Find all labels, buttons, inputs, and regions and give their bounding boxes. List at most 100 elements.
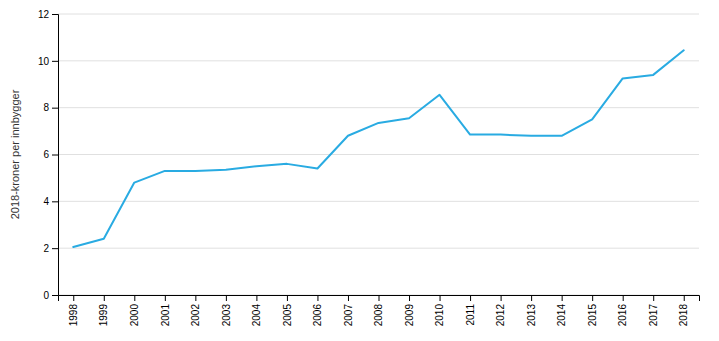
x-tick-mark bbox=[104, 295, 105, 301]
x-tick: 2005 bbox=[282, 295, 293, 326]
y-tick-label: 4 bbox=[43, 196, 49, 207]
x-tick-label: 2007 bbox=[343, 304, 354, 327]
x-tick-label: 2010 bbox=[434, 304, 445, 327]
y-tick: 10 bbox=[38, 56, 58, 67]
y-tick: 8 bbox=[43, 102, 58, 113]
y-tick: 0 bbox=[43, 290, 58, 301]
x-tick-label: 2002 bbox=[190, 304, 201, 327]
x-tick: 2013 bbox=[526, 295, 537, 326]
y-axis-title: 2018-kroner per innbygger bbox=[9, 89, 21, 219]
x-tick-label: 2009 bbox=[404, 304, 415, 327]
y-tick: 12 bbox=[38, 9, 58, 20]
y-tick-mark bbox=[52, 248, 58, 249]
x-tick-label: 2017 bbox=[648, 304, 659, 327]
x-tick-label: 2015 bbox=[587, 304, 598, 327]
x-tick: 2009 bbox=[404, 295, 415, 326]
y-tick: 2 bbox=[43, 243, 58, 254]
y-tick-label: 0 bbox=[43, 290, 49, 301]
y-tick-label: 6 bbox=[43, 149, 49, 160]
y-tick: 6 bbox=[43, 149, 58, 160]
line bbox=[73, 50, 683, 247]
x-tick-label: 1998 bbox=[68, 304, 79, 327]
x-tick-mark bbox=[134, 295, 135, 301]
y-tick-label: 12 bbox=[38, 9, 50, 20]
x-tick: 2006 bbox=[312, 295, 323, 326]
x-tick-label: 2018 bbox=[678, 304, 689, 327]
x-tick-mark bbox=[501, 295, 502, 301]
x-tick: 2015 bbox=[587, 295, 598, 326]
x-tick-mark bbox=[287, 295, 288, 301]
x-tick: 2010 bbox=[434, 295, 445, 326]
y-axis-line bbox=[52, 15, 59, 296]
x-tick-mark bbox=[165, 295, 166, 301]
y-tick-mark bbox=[52, 108, 58, 109]
y-axis: 0 2 4 6 8 10 12 bbox=[38, 9, 59, 301]
x-tick-label: 2016 bbox=[617, 304, 628, 327]
x-tick-label: 2000 bbox=[129, 304, 140, 327]
y-tick-label: 8 bbox=[43, 102, 49, 113]
x-axis: 1998 1999 2000 2001 2002 2003 2004 2005 2006 2007… bbox=[59, 295, 700, 326]
grid-line bbox=[58, 60, 699, 61]
x-tick: 2012 bbox=[495, 295, 506, 326]
x-tick-mark bbox=[653, 295, 654, 301]
y-tick-mark bbox=[52, 155, 58, 156]
y-tick: 4 bbox=[43, 196, 58, 207]
x-tick-mark bbox=[531, 295, 532, 301]
x-tick: 2000 bbox=[129, 295, 140, 326]
x-tick-mark bbox=[379, 295, 380, 301]
grid-line bbox=[58, 107, 699, 108]
grid-line bbox=[58, 248, 699, 249]
x-tick-mark bbox=[73, 295, 74, 301]
x-tick-label: 2014 bbox=[556, 304, 567, 327]
x-tick: 2001 bbox=[160, 295, 171, 326]
x-tick: 2004 bbox=[251, 295, 262, 326]
x-tick-label: 1999 bbox=[98, 304, 109, 327]
x-tick: 2011 bbox=[465, 295, 476, 326]
y-tick-mark bbox=[52, 295, 58, 296]
x-tick-label: 2013 bbox=[526, 304, 537, 327]
x-tick: 2016 bbox=[617, 295, 628, 326]
y-tick-mark bbox=[52, 14, 58, 15]
grid-line bbox=[58, 201, 699, 202]
grid-line bbox=[58, 14, 699, 15]
x-tick-mark bbox=[470, 295, 471, 301]
x-tick-label: 2003 bbox=[221, 304, 232, 327]
x-tick: 2002 bbox=[190, 295, 201, 326]
x-tick: 2008 bbox=[373, 295, 384, 326]
x-tick: 2017 bbox=[648, 295, 659, 326]
x-tick: 2018 bbox=[678, 295, 689, 326]
x-tick: 1998 bbox=[68, 295, 79, 326]
x-tick-mark bbox=[195, 295, 196, 301]
y-tick-mark bbox=[52, 61, 58, 62]
x-tick-label: 2005 bbox=[282, 304, 293, 327]
grid bbox=[58, 14, 699, 295]
y-tick-label: 10 bbox=[38, 56, 50, 67]
chart: 0 2 4 6 8 10 12 1998 1999 2000 2001 2002 2003 2004 200… bbox=[0, 0, 719, 341]
x-tick-mark bbox=[226, 295, 227, 301]
x-tick-mark bbox=[317, 295, 318, 301]
x-tick-mark bbox=[623, 295, 624, 301]
series bbox=[73, 50, 683, 247]
x-axis-line bbox=[59, 296, 700, 302]
x-tick-mark bbox=[684, 295, 685, 301]
x-tick-label: 2011 bbox=[465, 304, 476, 326]
x-tick: 2014 bbox=[556, 295, 567, 326]
y-tick-label: 2 bbox=[43, 243, 49, 254]
x-tick-label: 2006 bbox=[312, 304, 323, 327]
x-tick-label: 2012 bbox=[495, 304, 506, 327]
x-tick-mark bbox=[592, 295, 593, 301]
grid-line bbox=[58, 154, 699, 155]
plot-area: 0 2 4 6 8 10 12 1998 1999 2000 2001 2002 2003 2004 200… bbox=[38, 9, 700, 327]
x-tick-mark bbox=[440, 295, 441, 301]
x-tick: 2003 bbox=[221, 295, 232, 326]
x-tick-mark bbox=[409, 295, 410, 301]
x-tick-label: 2004 bbox=[251, 304, 262, 327]
x-tick: 2007 bbox=[343, 295, 354, 326]
x-tick-label: 2001 bbox=[160, 304, 171, 327]
x-tick: 1999 bbox=[98, 295, 109, 326]
y-tick-mark bbox=[52, 201, 58, 202]
x-tick-label: 2008 bbox=[373, 304, 384, 327]
x-tick-mark bbox=[348, 295, 349, 301]
x-tick-mark bbox=[562, 295, 563, 301]
x-tick-mark bbox=[256, 295, 257, 301]
